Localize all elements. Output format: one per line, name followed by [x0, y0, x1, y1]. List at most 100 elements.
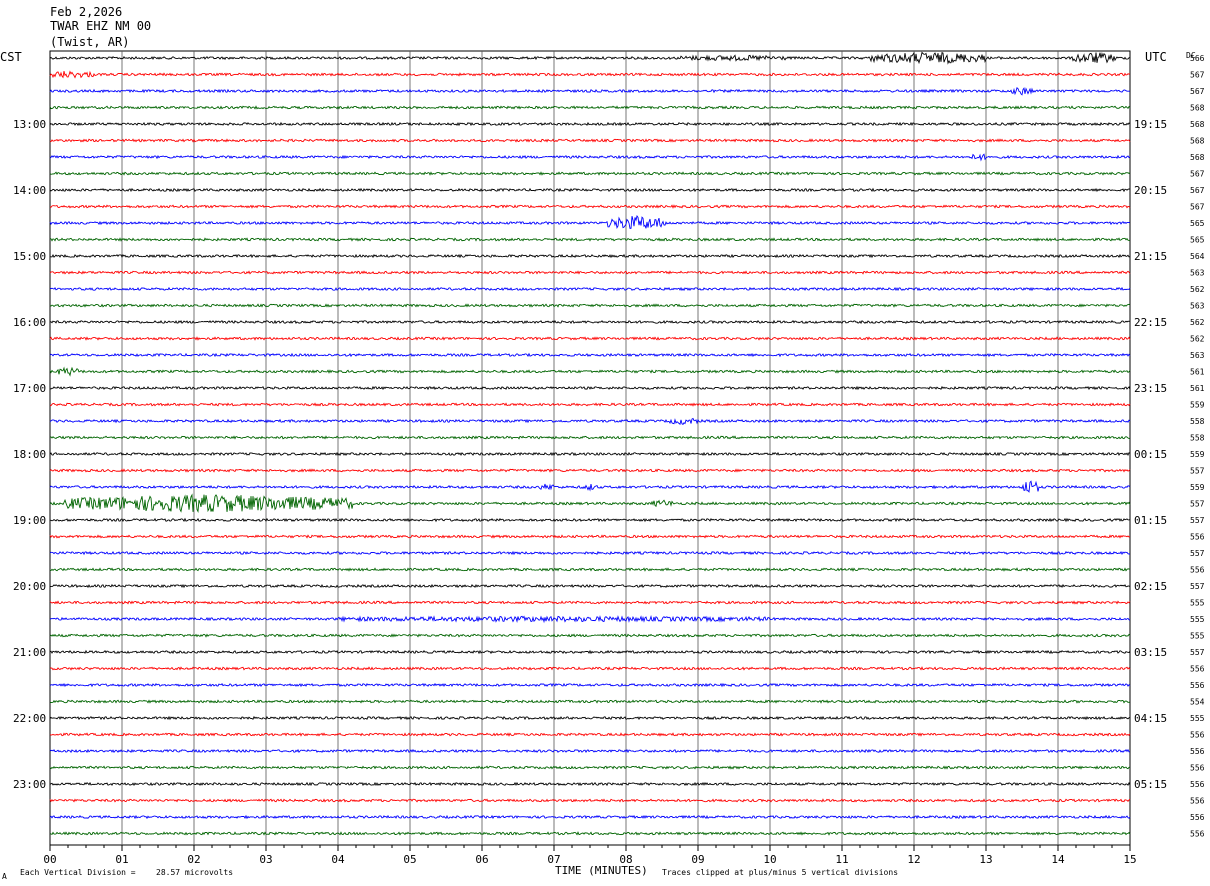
x-tick-label: 06: [475, 853, 488, 866]
trace-line: [49, 831, 1131, 836]
trace-line: [49, 534, 1131, 539]
dc-offset-label: 557: [1190, 582, 1205, 591]
trace-line: [49, 237, 1131, 242]
trace-line: [49, 493, 1131, 513]
dc-offset-label: 562: [1190, 285, 1205, 294]
dc-offset-label: 567: [1190, 71, 1205, 80]
left-timezone-label: CST: [0, 50, 22, 64]
dc-offset-label: 557: [1190, 648, 1205, 657]
trace-line: [49, 214, 1131, 229]
trace-line: [49, 352, 1131, 358]
dc-offset-label: 556: [1190, 731, 1205, 740]
x-tick-label: 04: [331, 853, 345, 866]
dc-offset-label: 561: [1190, 368, 1205, 377]
dc-offset-label: 559: [1190, 483, 1205, 492]
x-tick-label: 14: [1051, 853, 1065, 866]
scale-label: Each Vertical Division =: [20, 868, 136, 877]
trace-line: [49, 765, 1131, 770]
hour-label-right: 05:15: [1134, 778, 1167, 791]
trace-line: [49, 171, 1131, 176]
dc-offset-label: 556: [1190, 780, 1205, 789]
trace-line: [49, 270, 1131, 275]
trace-line: [49, 303, 1131, 308]
trace-line: [49, 649, 1131, 655]
dc-offset-label: 559: [1190, 450, 1205, 459]
dc-offset-label: 556: [1190, 797, 1205, 806]
trace-line: [49, 204, 1131, 209]
x-tick-label: 02: [187, 853, 200, 866]
hour-label-right: 23:15: [1134, 382, 1167, 395]
trace-line: [49, 666, 1131, 671]
dc-offset-label: 567: [1190, 87, 1205, 96]
dc-offset-label: 564: [1190, 252, 1205, 261]
trace-group: [49, 51, 1131, 836]
dc-offset-label: 556: [1190, 533, 1205, 542]
trace-line: [49, 550, 1130, 556]
dc-offset-label: 556: [1190, 665, 1205, 674]
trace-line: [49, 51, 1131, 65]
dc-offset-label: 563: [1190, 302, 1205, 311]
dc-offset-label: 567: [1190, 186, 1205, 195]
hour-label-right: 21:15: [1134, 250, 1167, 263]
clip-note: Traces clipped at plus/minus 5 vertical …: [662, 868, 898, 877]
x-tick-label: 08: [619, 853, 632, 866]
dc-offset-label: 568: [1190, 104, 1205, 113]
hour-label-left: 19:00: [13, 514, 46, 527]
dc-offset-label: 567: [1190, 203, 1205, 212]
dc-offset-label: 566: [1190, 54, 1205, 63]
hour-labels: 13:00 14:00 15:00 16:00 17:00 18:00 19:00 20:00…: [13, 118, 1167, 791]
trace-line: [49, 435, 1131, 440]
trace-line: [49, 385, 1131, 391]
right-timezone-label: UTC: [1145, 50, 1167, 64]
dc-offset-label: 557: [1190, 500, 1205, 509]
hour-label-left: 21:00: [13, 646, 46, 659]
x-tick-label: 13: [979, 853, 992, 866]
x-axis-ticks: 00 01 02 03 04 05 06 07 08 09 10 11 12 13 14 15: [43, 845, 1137, 866]
dc-offset-label: 555: [1190, 599, 1205, 608]
trace-line: [49, 715, 1131, 721]
x-tick-label: 00: [43, 853, 56, 866]
trace-line: [49, 417, 1131, 426]
trace-line: [49, 781, 1131, 787]
trace-line: [49, 70, 1131, 79]
dc-offset-label: 556: [1190, 747, 1205, 756]
x-tick-label: 15: [1123, 853, 1136, 866]
dc-header-label: DC: [1186, 51, 1196, 60]
dc-offset-label: 565: [1190, 219, 1205, 228]
trace-line: [49, 105, 1131, 110]
dc-offset-label: 567: [1190, 170, 1205, 179]
scale-value: 28.57 microvolts: [156, 868, 233, 877]
dc-offset-label: 555: [1190, 615, 1205, 624]
dc-offset-label: 559: [1190, 401, 1205, 410]
dc-offset-label: 568: [1190, 137, 1205, 146]
trace-line: [49, 153, 1131, 162]
trace-line: [49, 699, 1131, 704]
dc-offset-label: 554: [1190, 698, 1205, 707]
hour-label-left: 23:00: [13, 778, 46, 791]
hour-label-left: 20:00: [13, 580, 46, 593]
header-date: Feb 2,2026: [50, 5, 122, 19]
trace-line: [49, 87, 1131, 96]
dc-offset-label: 556: [1190, 681, 1205, 690]
dc-offset-label: 556: [1190, 813, 1205, 822]
dc-offset-label: 556: [1190, 764, 1205, 773]
trace-line: [49, 138, 1131, 143]
trace-line: [49, 567, 1131, 572]
hour-label-left: 15:00: [13, 250, 46, 263]
hour-label-right: 19:15: [1134, 118, 1167, 131]
dc-offset-label: 568: [1190, 153, 1205, 162]
trace-line: [49, 121, 1131, 127]
dc-offset-label: 561: [1190, 384, 1205, 393]
dc-offset-label: 563: [1190, 269, 1205, 278]
trace-line: [49, 336, 1131, 341]
corner-mark: A: [2, 872, 7, 881]
trace-line: [49, 748, 1131, 754]
hour-label-left: 17:00: [13, 382, 46, 395]
trace-line: [49, 319, 1131, 325]
dc-offset-label: 558: [1190, 434, 1205, 443]
trace-line: [49, 732, 1131, 737]
dc-offset-label: 562: [1190, 335, 1205, 344]
dc-offset-label: 555: [1190, 632, 1205, 641]
dc-offset-label: 562: [1190, 318, 1205, 327]
